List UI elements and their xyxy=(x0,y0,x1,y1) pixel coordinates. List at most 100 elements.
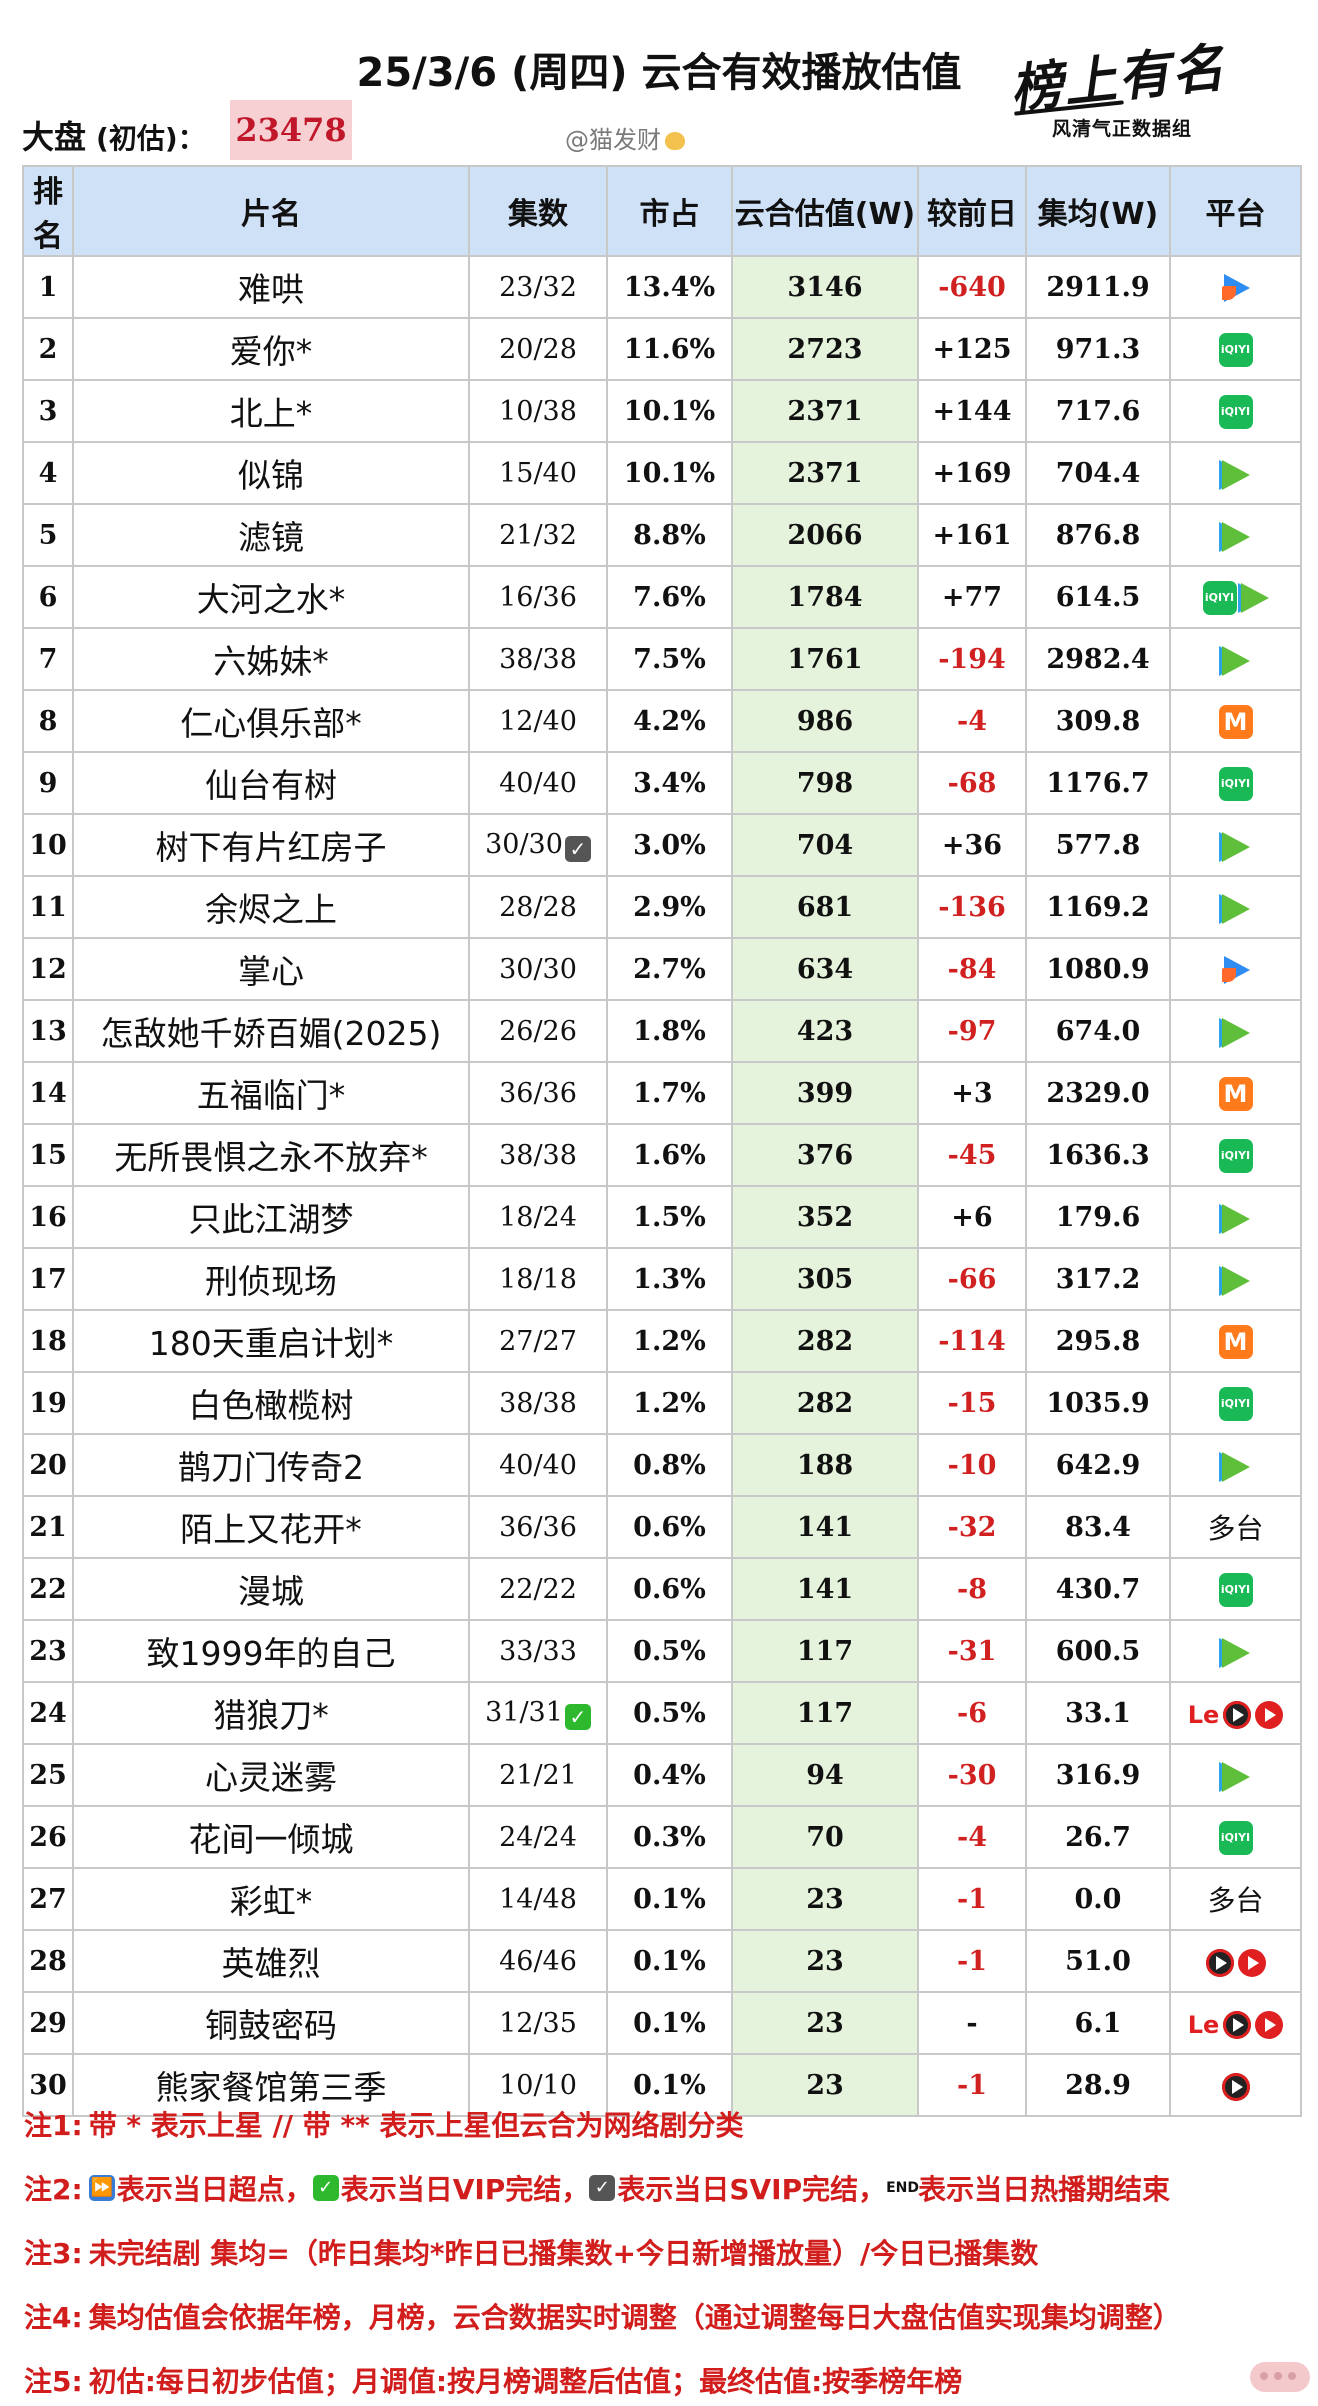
title-cell: 刑侦现场 xyxy=(72,1247,470,1311)
title-cell: 心灵迷雾 xyxy=(72,1743,470,1807)
svip-check-icon: ✓ xyxy=(589,2175,616,2201)
table-row: 10 树下有片红房子 30/30 ✓ 3.0% 704 +36 577.8 xyxy=(22,813,1302,877)
note-2: 注2: ⏩ 表示当日超点， ✓ 表示当日VIP完结， ✓ 表示当日SVIP完结， EN… xyxy=(22,2156,1300,2220)
platform-cell xyxy=(1169,2053,1302,2117)
estimate-cell: 117 xyxy=(731,1681,919,1745)
platform-cell xyxy=(1169,1247,1302,1311)
episodes-text: 30/30 xyxy=(499,953,577,985)
rank-cell: 4 xyxy=(22,441,74,505)
table-row: 20 鹊刀门传奇2 40/40 0.8% 188 -10 642.9 xyxy=(22,1433,1302,1497)
average-cell: 600.5 xyxy=(1025,1619,1171,1683)
more-options-badge[interactable] xyxy=(1250,2362,1310,2392)
delta-cell: -194 xyxy=(917,627,1027,691)
episodes-cell: 20/28 xyxy=(468,317,608,381)
episodes-text: 30/30 xyxy=(485,828,563,860)
note-1-label: 注1: xyxy=(24,2109,83,2142)
episodes-cell: 40/40 xyxy=(468,1433,608,1497)
rank-cell: 3 xyxy=(22,379,74,443)
delta-cell: -32 xyxy=(917,1495,1027,1559)
share-cell: 3.4% xyxy=(606,751,733,815)
table-row: 3 北上* 10/38 10.1% 2371 +144 717.6 iQIYI xyxy=(22,379,1302,443)
episodes-cell: 10/38 xyxy=(468,379,608,443)
share-cell: 11.6% xyxy=(606,317,733,381)
share-cell: 13.4% xyxy=(606,255,733,319)
title-cell: 难哄 xyxy=(72,255,470,319)
rank-cell: 26 xyxy=(22,1805,74,1869)
fast-forward-icon: ⏩ xyxy=(88,2175,115,2201)
youku-icon xyxy=(1220,272,1252,304)
brand-subtitle: 风清气正数据组 xyxy=(1052,118,1193,140)
rank-cell: 13 xyxy=(22,999,74,1063)
platform-cell: iQIYI xyxy=(1169,1371,1302,1435)
delta-cell: -1 xyxy=(917,2053,1027,2117)
estimate-cell: 282 xyxy=(731,1309,919,1373)
platform-cell: M xyxy=(1169,1309,1302,1373)
share-cell: 1.8% xyxy=(606,999,733,1063)
episodes-text: 36/36 xyxy=(499,1511,577,1543)
table-row: 7 六姊妹* 38/38 7.5% 1761 -194 2982.4 xyxy=(22,627,1302,691)
average-cell: 1035.9 xyxy=(1025,1371,1171,1435)
title-cell: 怎敌她千娇百媚(2025) xyxy=(72,999,470,1063)
tencent-video-icon xyxy=(1221,1203,1250,1234)
table-row: 25 心灵迷雾 21/21 0.4% 94 -30 316.9 xyxy=(22,1743,1302,1807)
average-cell: 179.6 xyxy=(1025,1185,1171,1249)
episodes-cell: 10/10 xyxy=(468,2053,608,2117)
platform-cell: iQIYI xyxy=(1169,751,1302,815)
col-header-rank: 排名 xyxy=(22,165,74,257)
tencent-video-icon xyxy=(1221,1637,1250,1668)
dapan-sub-label: (初估)： xyxy=(96,122,206,155)
episodes-cell: 27/27 xyxy=(468,1309,608,1373)
title-cell: 大河之水* xyxy=(72,565,470,629)
episodes-cell: 38/38 xyxy=(468,1371,608,1435)
estimate-cell: 423 xyxy=(731,999,919,1063)
mango-tv-icon: M xyxy=(1218,704,1253,739)
title-cell: 树下有片红房子 xyxy=(72,813,470,877)
rank-cell: 25 xyxy=(22,1743,74,1807)
average-cell: 51.0 xyxy=(1025,1929,1171,1993)
note-2-text-a: 表示当日超点， xyxy=(116,2173,313,2206)
delta-cell: -84 xyxy=(917,937,1027,1001)
title-cell: 致1999年的自己 xyxy=(72,1619,470,1683)
end-arrow-icon: END xyxy=(886,2180,920,2196)
episodes-cell: 30/30 xyxy=(468,937,608,1001)
title-cell: 铜鼓密码 xyxy=(72,1991,470,2055)
note-2-text-d: 表示当日热播期结束 xyxy=(918,2173,1171,2206)
platform-cell xyxy=(1169,1185,1302,1249)
iqiyi-icon: iQIYI xyxy=(1218,332,1253,367)
share-cell: 0.6% xyxy=(606,1495,733,1559)
estimate-cell: 2066 xyxy=(731,503,919,567)
estimate-cell: 798 xyxy=(731,751,919,815)
average-cell: 971.3 xyxy=(1025,317,1171,381)
note-3-text: 未完结剧 集均=（昨日集均*昨日已播集数+今日新增播放量）/今日已播集数 xyxy=(88,2237,1039,2270)
iqiyi-icon: iQIYI xyxy=(1218,394,1253,429)
platform-cell xyxy=(1169,875,1302,939)
page-title: 25/3/6 (周四) 云合有效播放估值 xyxy=(356,50,962,96)
dapan-value: 23478 xyxy=(230,100,352,160)
delta-cell: -114 xyxy=(917,1309,1027,1373)
episodes-cell: 16/36 xyxy=(468,565,608,629)
average-cell: 83.4 xyxy=(1025,1495,1171,1559)
delta-cell: +169 xyxy=(917,441,1027,505)
title-cell: 仁心俱乐部* xyxy=(72,689,470,753)
episodes-text: 40/40 xyxy=(499,1449,577,1481)
table-header-row: 排名 片名 集数 市占 云合估值(W) 较前日 集均(W) 平台 xyxy=(22,165,1302,257)
share-cell: 3.0% xyxy=(606,813,733,877)
rank-cell: 29 xyxy=(22,1991,74,2055)
episodes-text: 38/38 xyxy=(499,643,577,675)
share-cell: 0.5% xyxy=(606,1619,733,1683)
table-row: 26 花间一倾城 24/24 0.3% 70 -4 26.7 iQIYI xyxy=(22,1805,1302,1869)
rank-cell: 8 xyxy=(22,689,74,753)
average-cell: 614.5 xyxy=(1025,565,1171,629)
estimate-cell: 94 xyxy=(731,1743,919,1807)
tencent-video-icon xyxy=(1221,1265,1250,1296)
episodes-cell: 28/28 xyxy=(468,875,608,939)
col-header-estimate: 云合估值(W) xyxy=(731,165,919,257)
episodes-text: 18/24 xyxy=(499,1201,577,1233)
estimate-cell: 3146 xyxy=(731,255,919,319)
rank-cell: 6 xyxy=(22,565,74,629)
platform-cell: iQIYI xyxy=(1169,1557,1302,1621)
rank-cell: 28 xyxy=(22,1929,74,1993)
title-cell: 猎狼刀* xyxy=(72,1681,470,1745)
table-row: 1 难哄 23/32 13.4% 3146 -640 2911.9 xyxy=(22,255,1302,319)
episodes-text: 38/38 xyxy=(499,1387,577,1419)
